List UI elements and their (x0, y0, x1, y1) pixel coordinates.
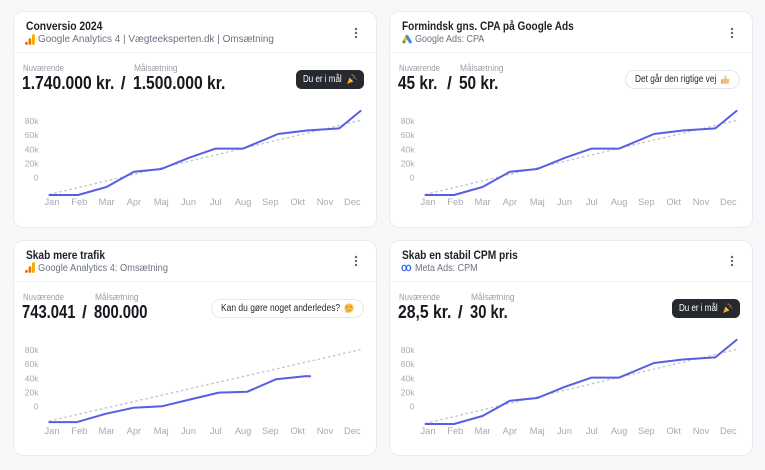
svg-text:20k: 20k (401, 159, 415, 169)
svg-text:Jun: Jun (181, 425, 196, 435)
svg-text:Feb: Feb (447, 425, 463, 435)
svg-text:Nov: Nov (317, 425, 334, 435)
svg-text:Okt: Okt (290, 197, 305, 207)
svg-text:80k: 80k (401, 116, 415, 126)
svg-text:Dec: Dec (720, 197, 737, 207)
svg-text:Jul: Jul (210, 197, 222, 207)
svg-text:Jan: Jan (45, 197, 60, 207)
svg-text:Sep: Sep (638, 425, 655, 435)
svg-text:Feb: Feb (447, 197, 463, 207)
svg-text:Sep: Sep (638, 197, 655, 207)
svg-text:40k: 40k (25, 373, 39, 383)
svg-text:60k: 60k (401, 359, 415, 369)
svg-text:40k: 40k (25, 144, 39, 154)
svg-text:Dec: Dec (344, 197, 361, 207)
svg-text:Jan: Jan (421, 425, 436, 435)
svg-text:Mar: Mar (99, 197, 115, 207)
svg-text:Jun: Jun (181, 197, 196, 207)
svg-text:Dec: Dec (344, 425, 361, 435)
svg-text:Dec: Dec (720, 425, 737, 435)
svg-text:Apr: Apr (127, 425, 141, 435)
svg-text:80k: 80k (401, 345, 415, 355)
svg-text:Maj: Maj (154, 425, 169, 435)
svg-text:Okt: Okt (666, 425, 681, 435)
svg-text:Feb: Feb (71, 197, 87, 207)
svg-text:Aug: Aug (235, 197, 252, 207)
svg-text:Aug: Aug (611, 197, 628, 207)
svg-text:Aug: Aug (611, 425, 628, 435)
svg-text:Maj: Maj (530, 197, 545, 207)
svg-text:Nov: Nov (317, 197, 334, 207)
svg-text:20k: 20k (25, 159, 39, 169)
svg-text:Maj: Maj (154, 197, 169, 207)
svg-text:20k: 20k (401, 387, 415, 397)
svg-text:60k: 60k (25, 130, 39, 140)
svg-text:Mar: Mar (99, 425, 115, 435)
svg-text:Jun: Jun (557, 425, 572, 435)
svg-text:0: 0 (410, 401, 415, 411)
svg-text:Jan: Jan (421, 197, 436, 207)
svg-text:Jul: Jul (586, 425, 598, 435)
svg-text:Mar: Mar (475, 197, 491, 207)
svg-text:40k: 40k (401, 373, 415, 383)
svg-text:Jun: Jun (557, 197, 572, 207)
svg-text:0: 0 (34, 173, 39, 183)
svg-text:Apr: Apr (127, 197, 141, 207)
svg-text:Sep: Sep (262, 425, 279, 435)
svg-text:Jul: Jul (586, 197, 598, 207)
svg-text:Feb: Feb (71, 425, 87, 435)
svg-text:Apr: Apr (503, 197, 517, 207)
svg-text:0: 0 (410, 173, 415, 183)
svg-text:Sep: Sep (262, 197, 279, 207)
svg-text:Okt: Okt (666, 197, 681, 207)
svg-text:20k: 20k (25, 387, 39, 397)
svg-text:Jul: Jul (210, 425, 222, 435)
svg-text:80k: 80k (25, 345, 39, 355)
svg-text:40k: 40k (401, 144, 415, 154)
svg-text:Jan: Jan (45, 425, 60, 435)
svg-text:Mar: Mar (475, 425, 491, 435)
svg-text:60k: 60k (25, 359, 39, 369)
svg-text:Nov: Nov (693, 425, 710, 435)
svg-text:Apr: Apr (503, 425, 517, 435)
svg-text:80k: 80k (25, 116, 39, 126)
svg-text:Okt: Okt (290, 425, 305, 435)
svg-text:Nov: Nov (693, 197, 710, 207)
svg-text:Maj: Maj (530, 425, 545, 435)
svg-text:60k: 60k (401, 130, 415, 140)
svg-text:Aug: Aug (235, 425, 252, 435)
svg-text:0: 0 (34, 401, 39, 411)
